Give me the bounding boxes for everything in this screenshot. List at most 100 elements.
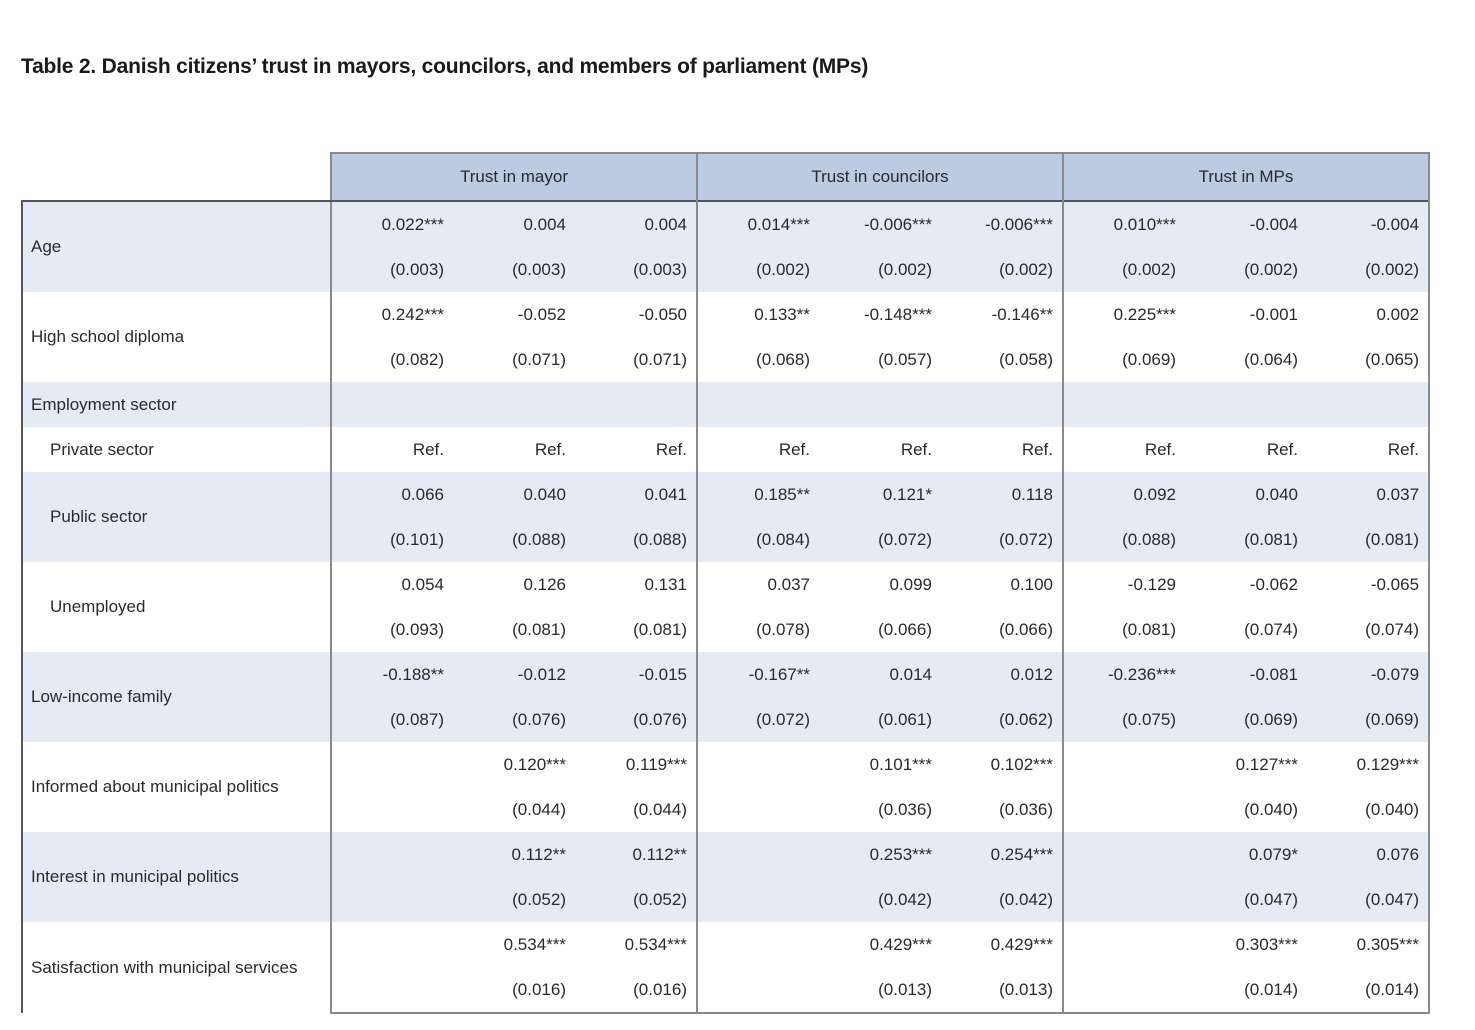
standard-error-cell: (0.016) [575, 967, 697, 1014]
table-row-coefficients: Private sector Ref. Ref. Ref. Ref. Ref. Ref. Re… [21, 427, 1431, 472]
coefficient-cell [941, 382, 1063, 427]
coefficient-cell [575, 382, 697, 427]
table-row-coefficients: Interest in municipal politics 0.112** 0.1… [21, 832, 1431, 922]
standard-error-cell [1062, 877, 1185, 922]
standard-error-cell: (0.081) [1062, 607, 1185, 652]
standard-error-cell: (0.069) [1307, 697, 1431, 742]
standard-error-cell: (0.069) [1062, 337, 1185, 382]
table-row-standard-errors: (0.044) (0.044) (0.036) (0.036) (0.040) (0.04… [22, 787, 1431, 832]
table-row-coefficients: Unemployed 0.054 0.126 0.131 0.037 0.099 0.100… [21, 562, 1431, 652]
coefficient-cell: 0.305*** [1307, 922, 1431, 967]
coefficient-cell: Ref. [696, 427, 819, 472]
coefficient-cell: 0.101*** [869, 754, 932, 774]
coefficient-cell: 0.127*** [1235, 754, 1298, 774]
standard-error-cell: (0.040) [1307, 787, 1431, 832]
coefficient-cell: Ref. [330, 427, 453, 472]
standard-error-cell: (0.014) [1307, 967, 1431, 1014]
coefficient-cell: 0.112** [575, 832, 697, 877]
coefficient-cell [1062, 832, 1185, 877]
standard-error-cell: (0.076) [453, 697, 575, 742]
coefficient-cell [1062, 382, 1185, 427]
coefficient-cell [696, 832, 819, 877]
coefficient-cell: 0.534*** [503, 934, 566, 954]
row-label: Informed about municipal politics [21, 742, 331, 832]
coefficient-cell: -0.188** [330, 652, 453, 697]
coefficient-cell: 0.112** [453, 832, 575, 877]
standard-error-cell: (0.057) [878, 349, 932, 369]
coefficient-cell: 0.129*** [1307, 742, 1431, 787]
coefficient-cell: Ref. [1307, 427, 1431, 472]
standard-error-cell: (0.064) [1244, 349, 1298, 369]
coefficient-cell: 0.429*** [869, 934, 932, 954]
table-row-coefficients: High school diploma 0.242*** -0.052 -0.050 0… [21, 292, 1431, 382]
standard-error-cell: (0.066) [878, 619, 932, 639]
coefficient-cell: 0.429*** [990, 934, 1053, 954]
standard-error-cell: (0.042) [941, 877, 1063, 922]
coefficient-cell: -0.006*** [941, 200, 1063, 247]
coefficient-cell: 0.022*** [330, 200, 453, 247]
table-row-coefficients: Informed about municipal politics 0.120**… [21, 742, 1431, 832]
coefficient-cell [696, 382, 819, 427]
table-row-standard-errors: (0.087) (0.076) (0.076) (0.072) (0.061) (0.06… [22, 697, 1431, 742]
coefficient-cell: 0.185** [696, 472, 819, 517]
standard-error-cell: (0.101) [330, 517, 453, 562]
group-header-mayor: Trust in mayor [330, 152, 697, 201]
row-label: Low-income family [21, 652, 331, 742]
standard-error-cell: (0.065) [1307, 337, 1431, 382]
standard-error-cell: (0.074) [1307, 607, 1431, 652]
coefficient-cell: 0.534*** [624, 934, 687, 954]
coefficient-cell: 0.100 [1010, 574, 1053, 594]
coefficient-cell: -0.001 [1249, 304, 1298, 324]
coefficient-cell: 0.041 [575, 472, 697, 517]
standard-error-cell: (0.047) [1307, 877, 1431, 922]
table-row-standard-errors: (0.101) (0.088) (0.088) (0.084) (0.072) (0.07… [22, 517, 1431, 562]
coefficient-cell: 0.102*** [990, 754, 1053, 774]
coefficient-cell: Ref. [534, 439, 566, 459]
coefficient-cell: 0.004 [575, 200, 697, 247]
standard-error-cell: (0.002) [1185, 247, 1307, 292]
standard-error-cell: (0.082) [330, 337, 453, 382]
coefficient-cell: 0.133** [696, 292, 819, 337]
coefficient-cell: 0.066 [330, 472, 453, 517]
coefficient-cell: -0.081 [1185, 652, 1307, 697]
standard-error-cell: (0.061) [819, 697, 941, 742]
table-body: Age 0.022*** 0.004 0.004 0.014*** -0.006*** -0… [21, 200, 1431, 1014]
standard-error-cell: (0.069) [1185, 697, 1307, 742]
standard-error-cell: (0.088) [1062, 517, 1185, 562]
coefficient-cell [1062, 742, 1185, 787]
coefficient-cell: 0.037 [696, 562, 819, 607]
standard-error-cell: (0.002) [941, 247, 1063, 292]
coefficient-cell: 0.014*** [696, 200, 819, 247]
coefficient-cell: 0.010*** [1062, 200, 1185, 247]
coefficient-cell [1185, 382, 1307, 427]
standard-error-cell: (0.081) [1185, 517, 1307, 562]
standard-error-cell: (0.076) [575, 697, 697, 742]
coefficient-cell [330, 832, 453, 877]
standard-error-cell: (0.002) [1062, 247, 1185, 292]
table-caption: Table 2. Danish citizens’ trust in mayor… [21, 55, 869, 78]
standard-error-cell: (0.014) [1185, 967, 1307, 1014]
coefficient-cell: 0.054 [330, 562, 453, 607]
row-label: Unemployed [21, 562, 331, 652]
coefficient-cell: -0.146** [991, 304, 1053, 324]
coefficient-cell [696, 742, 819, 787]
standard-error-cell: (0.072) [696, 697, 819, 742]
standard-error-cell: (0.081) [633, 619, 687, 639]
standard-error-cell: (0.058) [999, 349, 1053, 369]
standard-error-cell: (0.074) [1244, 619, 1298, 639]
standard-error-cell: (0.003) [453, 247, 575, 292]
table-row-coefficients: Employment sector [21, 382, 1431, 427]
group-header-councilors: Trust in councilors [696, 152, 1063, 201]
coefficient-cell: 0.131 [644, 574, 687, 594]
standard-error-cell: (0.068) [696, 337, 819, 382]
coefficient-cell: -0.065 [1307, 562, 1431, 607]
coefficient-cell: 0.092 [1062, 472, 1185, 517]
table-row-standard-errors: (0.052) (0.052) (0.042) (0.042) (0.047) (0.04… [22, 877, 1431, 922]
coefficient-cell: Ref. [1266, 439, 1298, 459]
coefficient-cell: 0.253*** [819, 832, 941, 877]
coefficient-cell: 0.014 [819, 652, 941, 697]
row-label: Interest in municipal politics [21, 832, 331, 922]
standard-error-cell: (0.013) [819, 967, 941, 1014]
coefficient-cell: 0.254*** [941, 832, 1063, 877]
standard-error-cell: (0.052) [453, 877, 575, 922]
